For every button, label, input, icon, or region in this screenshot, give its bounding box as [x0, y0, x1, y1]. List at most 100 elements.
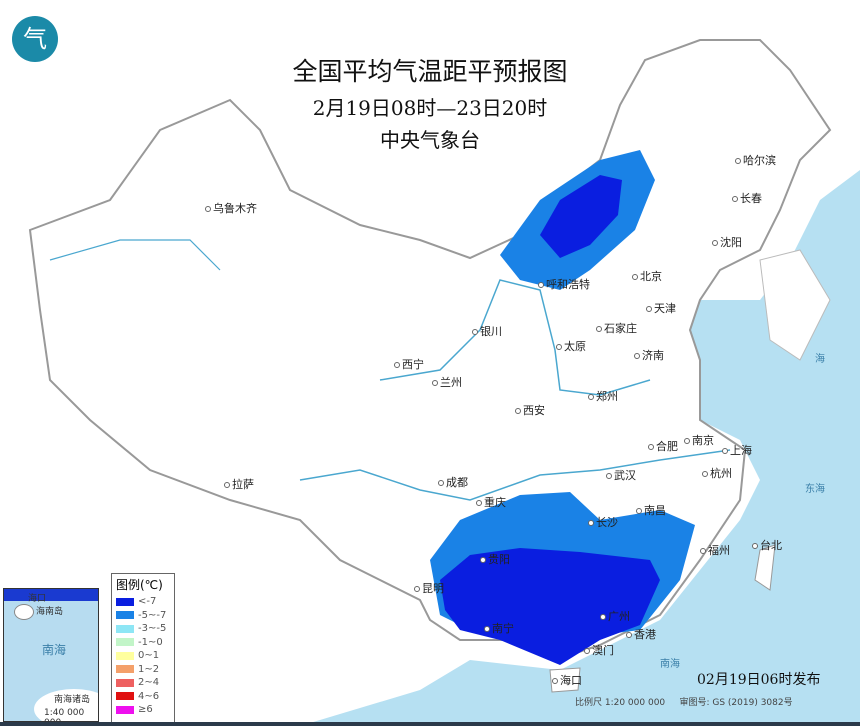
map-scale: 比例尺 1:20 000 000 — [575, 698, 666, 708]
legend-swatch — [116, 611, 134, 620]
legend-item: 2~4 — [112, 676, 174, 690]
city-marker-icon — [632, 274, 638, 280]
inset-scale: 1:40 000 000 — [44, 708, 85, 721]
map-footer: 比例尺 1:20 000 000 审图号: GS (2019) 3082号 — [575, 698, 793, 709]
city-marker-icon — [480, 557, 486, 563]
city-marker-icon — [472, 329, 478, 335]
city-label: 广州 — [600, 610, 630, 623]
city-name: 郑州 — [596, 390, 618, 403]
legend-label: -3~-5 — [138, 623, 167, 635]
city-name: 天津 — [654, 302, 676, 315]
city-marker-icon — [588, 520, 594, 526]
legend-swatch — [116, 678, 134, 687]
city-label: 拉萨 — [224, 478, 254, 491]
anomaly-zone-lt7-north — [540, 175, 622, 258]
city-marker-icon — [600, 614, 606, 620]
city-marker-icon — [224, 482, 230, 488]
city-name: 沈阳 — [720, 236, 742, 249]
legend-swatch — [116, 665, 134, 674]
city-marker-icon — [515, 408, 521, 414]
city-name: 香港 — [634, 628, 656, 641]
city-label: 重庆 — [476, 496, 506, 509]
legend-item: -5~-7 — [112, 609, 174, 623]
city-marker-icon — [552, 678, 558, 684]
legend-label: ≥6 — [138, 704, 153, 716]
city-label: 郑州 — [588, 390, 618, 403]
city-marker-icon — [588, 394, 594, 400]
city-name: 南京 — [692, 434, 714, 447]
city-name: 太原 — [564, 340, 586, 353]
city-marker-icon — [476, 500, 482, 506]
city-label: 南宁 — [484, 622, 514, 635]
city-name: 杭州 — [710, 467, 732, 480]
city-label: 香港 — [626, 628, 656, 641]
city-label: 北京 — [632, 270, 662, 283]
city-marker-icon — [702, 471, 708, 477]
city-name: 哈尔滨 — [743, 154, 776, 167]
city-name: 重庆 — [484, 496, 506, 509]
city-marker-icon — [596, 326, 602, 332]
city-name: 西安 — [523, 404, 545, 417]
legend-item: <-7 — [112, 595, 174, 609]
map-period: 2月19日08时—23日20时 — [312, 96, 548, 120]
legend-item: -1~0 — [112, 636, 174, 650]
taiwan — [754, 544, 776, 591]
city-label: 呼和浩特 — [538, 278, 590, 291]
city-label: 长春 — [732, 192, 762, 205]
city-marker-icon — [634, 353, 640, 359]
city-label: 天津 — [646, 302, 676, 315]
legend-swatch — [116, 624, 134, 633]
city-marker-icon — [414, 586, 420, 592]
city-name: 长春 — [740, 192, 762, 205]
city-marker-icon — [700, 548, 706, 554]
city-name: 银川 — [480, 325, 502, 338]
legend-label: 2~4 — [138, 677, 160, 689]
city-label: 西安 — [515, 404, 545, 417]
tarim-river — [49, 239, 221, 271]
city-label: 杭州 — [702, 467, 732, 480]
city-marker-icon — [646, 306, 652, 312]
inset-sea-label: 南海 — [42, 643, 67, 657]
city-marker-icon — [684, 438, 690, 444]
city-marker-icon — [432, 380, 438, 386]
city-name: 北京 — [640, 270, 662, 283]
sea-area — [300, 170, 860, 726]
legend-label: 0~1 — [138, 650, 160, 662]
city-label: 南昌 — [636, 504, 666, 517]
city-label: 合肥 — [648, 440, 678, 453]
city-label: 兰州 — [432, 376, 462, 389]
city-marker-icon — [735, 158, 741, 164]
legend-label: <-7 — [138, 596, 157, 608]
legend-item: ≥6 — [112, 703, 174, 717]
inset-name: 南海诸岛 — [54, 695, 91, 705]
city-name: 福州 — [708, 544, 730, 557]
city-name: 南昌 — [644, 504, 666, 517]
anomaly-zone-lt7-south — [440, 548, 660, 665]
city-marker-icon — [438, 480, 444, 486]
city-name: 成都 — [446, 476, 468, 489]
map-issuer: 中央气象台 — [380, 128, 480, 152]
city-label: 福州 — [700, 544, 730, 557]
city-label: 石家庄 — [596, 322, 637, 335]
city-label: 成都 — [438, 476, 468, 489]
hainan — [549, 667, 581, 693]
city-name: 石家庄 — [604, 322, 637, 335]
city-label: 沈阳 — [712, 236, 742, 249]
yangtze-river — [299, 449, 731, 501]
city-marker-icon — [606, 473, 612, 479]
city-name: 呼和浩特 — [546, 278, 590, 291]
city-label: 上海 — [722, 444, 752, 457]
city-name: 上海 — [730, 444, 752, 457]
legend-item: 1~2 — [112, 663, 174, 677]
sea-label-south: 南海 — [660, 659, 680, 670]
inset-hainan: 海南岛 — [36, 607, 64, 617]
legend-title: 图例(℃) — [116, 578, 163, 592]
legend-item: -3~-5 — [112, 622, 174, 636]
city-label: 武汉 — [606, 469, 636, 482]
city-name: 台北 — [760, 539, 782, 552]
city-label: 海口 — [552, 674, 582, 687]
city-label: 银川 — [472, 325, 502, 338]
city-name: 西宁 — [402, 358, 424, 371]
city-name: 海口 — [560, 674, 582, 687]
city-label: 太原 — [556, 340, 586, 353]
